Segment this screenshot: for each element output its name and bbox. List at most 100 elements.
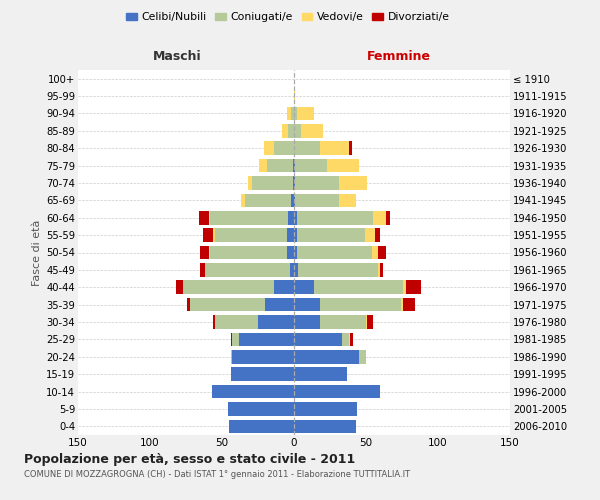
Bar [294, 194, 295, 207]
Bar [349, 142, 352, 155]
Bar [265, 298, 294, 312]
Bar [295, 176, 338, 190]
Bar [294, 211, 297, 224]
Bar [183, 280, 274, 294]
Bar [294, 298, 320, 312]
Bar [367, 315, 373, 329]
Text: Popolazione per età, sesso e stato civile - 2011: Popolazione per età, sesso e stato civil… [24, 452, 355, 466]
Bar [230, 350, 232, 364]
Bar [373, 211, 386, 224]
Bar [294, 332, 341, 346]
Bar [205, 263, 290, 276]
Bar [248, 176, 252, 190]
Bar [230, 368, 294, 381]
Bar [327, 159, 359, 172]
Bar [264, 142, 274, 155]
Bar [294, 90, 295, 103]
Bar [386, 211, 391, 224]
Bar [295, 194, 338, 207]
Text: Maschi: Maschi [152, 50, 202, 62]
Bar [214, 315, 215, 329]
Y-axis label: Fasce di età: Fasce di età [32, 220, 42, 286]
Bar [294, 350, 359, 364]
Bar [288, 211, 294, 224]
Bar [203, 228, 214, 242]
Bar [283, 124, 288, 138]
Bar [295, 159, 327, 172]
Bar [252, 176, 293, 190]
Legend: Celibi/Nubili, Coniugati/e, Vedovi/e, Divorziati/e: Celibi/Nubili, Coniugati/e, Vedovi/e, Di… [122, 8, 454, 26]
Bar [230, 332, 232, 346]
Bar [209, 246, 211, 260]
Bar [294, 142, 320, 155]
Bar [365, 228, 374, 242]
Bar [294, 263, 298, 276]
Bar [294, 402, 358, 415]
Bar [290, 263, 294, 276]
Bar [320, 315, 366, 329]
Bar [294, 420, 356, 433]
Bar [245, 194, 291, 207]
Bar [241, 194, 245, 207]
Bar [377, 263, 380, 276]
Bar [229, 420, 294, 433]
Bar [294, 176, 295, 190]
Bar [301, 124, 323, 138]
Text: Femmine: Femmine [367, 50, 431, 62]
Bar [297, 106, 314, 120]
Bar [259, 159, 266, 172]
Bar [258, 315, 294, 329]
Bar [214, 228, 215, 242]
Bar [298, 263, 377, 276]
Bar [187, 298, 190, 312]
Bar [359, 350, 366, 364]
Bar [287, 106, 291, 120]
Bar [350, 332, 353, 346]
Bar [215, 315, 258, 329]
Bar [320, 298, 401, 312]
Bar [274, 280, 294, 294]
Bar [266, 159, 293, 172]
Bar [211, 246, 287, 260]
Bar [294, 315, 320, 329]
Bar [215, 228, 287, 242]
Text: COMUNE DI MOZZAGROGNA (CH) - Dati ISTAT 1° gennaio 2011 - Elaborazione TUTTITALI: COMUNE DI MOZZAGROGNA (CH) - Dati ISTAT … [24, 470, 410, 479]
Bar [294, 280, 314, 294]
Bar [341, 332, 349, 346]
Bar [406, 280, 421, 294]
Bar [380, 263, 383, 276]
Bar [293, 176, 294, 190]
Bar [294, 106, 297, 120]
Bar [294, 385, 380, 398]
Bar [377, 246, 386, 260]
Bar [288, 124, 294, 138]
Bar [338, 194, 356, 207]
Bar [239, 332, 294, 346]
Bar [297, 211, 373, 224]
Bar [320, 142, 349, 155]
Bar [294, 246, 297, 260]
Bar [190, 298, 265, 312]
Bar [401, 298, 403, 312]
Bar [297, 228, 365, 242]
Bar [297, 246, 372, 260]
Bar [294, 228, 297, 242]
Bar [200, 263, 205, 276]
Bar [294, 159, 295, 172]
Bar [293, 159, 294, 172]
Bar [176, 280, 183, 294]
Bar [232, 332, 239, 346]
Bar [403, 298, 415, 312]
Bar [338, 176, 367, 190]
Bar [200, 246, 209, 260]
Bar [291, 194, 294, 207]
Bar [228, 402, 294, 415]
Bar [291, 106, 294, 120]
Bar [314, 280, 403, 294]
Bar [287, 246, 294, 260]
Bar [287, 228, 294, 242]
Bar [199, 211, 209, 224]
Bar [294, 124, 301, 138]
Bar [366, 315, 367, 329]
Bar [211, 211, 288, 224]
